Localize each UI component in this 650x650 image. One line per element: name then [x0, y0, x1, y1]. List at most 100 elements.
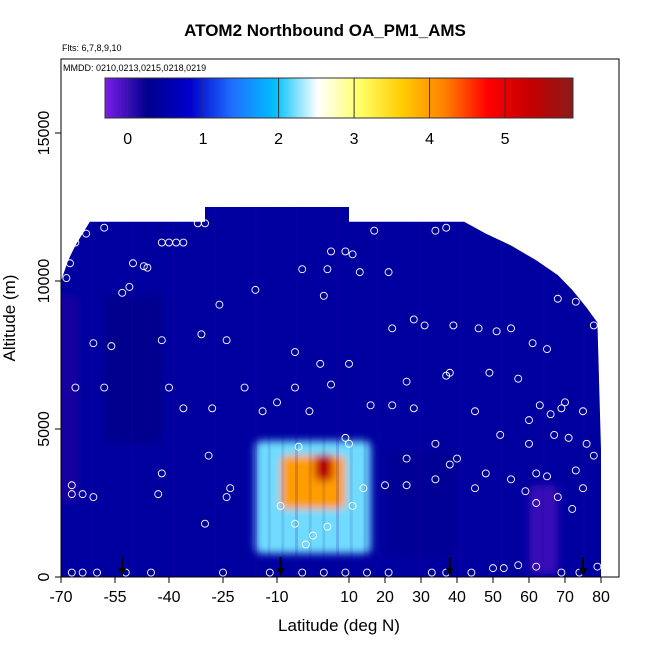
data-point — [222, 493, 231, 502]
colorbar-tick-label: 5 — [501, 131, 510, 148]
x-tick-label: 10 — [340, 589, 358, 606]
data-point — [445, 460, 454, 469]
data-point — [543, 472, 551, 481]
data-point — [305, 407, 314, 416]
data-point — [67, 481, 76, 490]
data-point — [82, 229, 91, 238]
data-point — [525, 416, 533, 425]
x-tick-label: 80 — [592, 589, 610, 606]
data-point — [485, 368, 494, 377]
heatmap-cell — [280, 455, 346, 509]
data-point — [100, 383, 109, 392]
data-point — [273, 398, 281, 407]
x-tick-label: 20 — [376, 589, 394, 606]
data-point — [532, 469, 541, 478]
x-axis-label: Latitude (deg N) — [278, 616, 400, 635]
data-point — [323, 522, 332, 531]
heatmap-field — [61, 207, 601, 577]
colorbar-tick-label: 0 — [123, 131, 132, 148]
data-point — [71, 383, 80, 392]
data-point — [265, 568, 274, 577]
data-point — [355, 268, 364, 277]
x-tick-label: -70 — [49, 589, 72, 606]
data-point — [571, 297, 580, 306]
heatmap-cell — [61, 295, 80, 503]
data-point — [402, 377, 411, 386]
colorbar-tick-label: 1 — [199, 131, 208, 148]
data-point — [449, 321, 458, 330]
colorbar: 0 1 2 3 4 5 — [104, 77, 574, 148]
data-point — [93, 568, 101, 577]
data-point — [557, 404, 566, 413]
observation-points — [62, 219, 602, 577]
data-point — [521, 487, 530, 496]
data-point — [499, 564, 508, 573]
data-point — [363, 568, 371, 577]
data-point — [381, 481, 389, 490]
data-point — [532, 562, 541, 571]
data-point — [215, 300, 224, 309]
data-point — [147, 568, 155, 577]
data-point — [107, 342, 116, 351]
data-point — [535, 401, 544, 410]
data-point — [143, 263, 152, 272]
plot-border — [60, 58, 620, 578]
data-point — [125, 282, 134, 291]
data-point — [489, 564, 497, 573]
data-point — [276, 502, 285, 510]
data-point — [157, 336, 166, 345]
data-point — [431, 475, 440, 484]
colorbar-tick-label: 2 — [274, 131, 283, 148]
data-point — [557, 568, 566, 577]
x-tick-label: -10 — [265, 589, 288, 606]
x-tick-label: -40 — [157, 589, 180, 606]
data-point — [291, 348, 299, 356]
data-point — [197, 330, 206, 339]
y-tick-label: 10000 — [36, 259, 53, 304]
data-point — [402, 481, 411, 490]
data-point — [409, 315, 418, 324]
data-point — [78, 490, 87, 499]
data-point — [593, 562, 602, 571]
plot-area — [60, 58, 620, 578]
data-point — [427, 568, 436, 577]
data-point — [431, 439, 440, 448]
data-point — [546, 410, 555, 419]
data-point — [561, 398, 569, 407]
data-point — [409, 404, 418, 413]
heatmap-cell — [385, 451, 457, 555]
data-point — [157, 238, 166, 247]
data-point — [309, 531, 317, 540]
data-point — [528, 339, 537, 348]
data-point — [359, 484, 368, 493]
data-point — [316, 359, 325, 368]
data-point — [154, 490, 163, 499]
data-point — [402, 454, 411, 463]
data-point — [568, 504, 577, 513]
colorbar-tick-label: 3 — [350, 131, 359, 148]
colorbar-gradient — [104, 77, 574, 119]
data-point — [67, 490, 76, 499]
x-tick-label: 30 — [412, 589, 430, 606]
data-point — [550, 430, 559, 439]
heatmap-cell — [314, 454, 333, 481]
x-tick-label: -55 — [103, 589, 126, 606]
chart-title: ATOM2 Northbound OA_PM1_AMS — [184, 21, 466, 40]
data-point — [431, 226, 440, 235]
data-point — [388, 324, 397, 333]
data-point — [514, 374, 523, 383]
data-point — [471, 484, 479, 493]
data-point — [384, 568, 393, 577]
x-tick-label: 50 — [484, 589, 502, 606]
data-point — [341, 433, 350, 442]
data-point — [571, 466, 580, 475]
x-tick-label: 60 — [520, 589, 538, 606]
data-point — [532, 499, 541, 507]
data-point — [341, 568, 350, 577]
data-point — [442, 223, 451, 232]
data-point — [579, 407, 587, 416]
flights-label: Flts: 6,7,8,9,10 — [62, 43, 122, 53]
data-point — [319, 568, 328, 577]
data-point — [66, 259, 74, 268]
